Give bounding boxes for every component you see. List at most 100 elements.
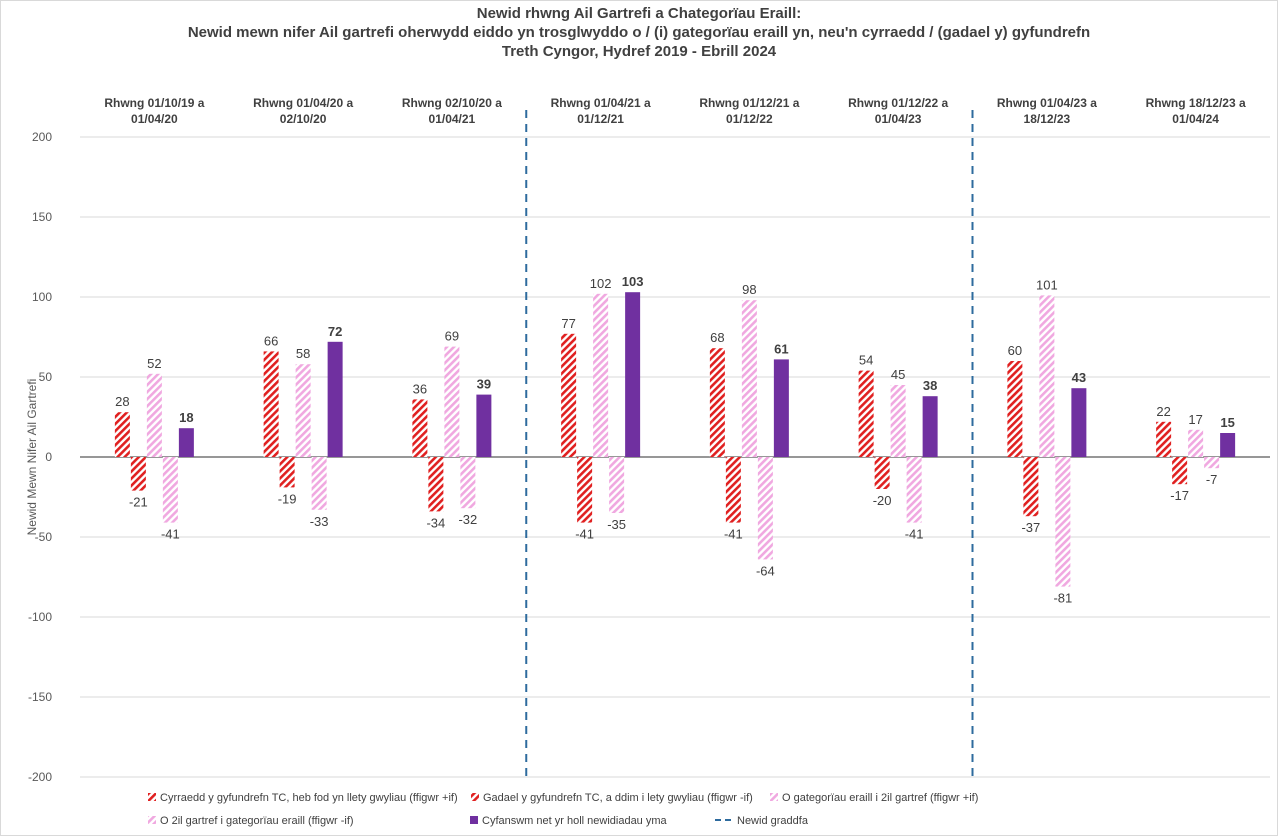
bar <box>858 370 874 457</box>
bar <box>906 457 922 523</box>
y-tick-label: 50 <box>39 370 53 384</box>
legend-swatch <box>770 793 778 801</box>
data-label: -7 <box>1206 472 1218 487</box>
data-label: 66 <box>264 333 278 348</box>
data-label: -33 <box>310 514 329 529</box>
bar <box>593 293 609 457</box>
bar <box>327 341 343 457</box>
data-label: 103 <box>622 274 644 289</box>
data-label: 28 <box>115 394 129 409</box>
bar <box>741 300 757 457</box>
bar <box>311 457 327 510</box>
period-label: 01/12/21 <box>577 112 624 126</box>
data-label: 58 <box>296 346 310 361</box>
bar <box>577 457 593 523</box>
period-labels: Rhwng 01/10/19 a 01/04/20 Rhwng 01/04/20 a… <box>104 96 1246 126</box>
data-label: 72 <box>328 324 342 339</box>
data-label: -41 <box>905 527 924 542</box>
legend-swatch <box>470 816 478 824</box>
bar <box>476 394 492 457</box>
period-label: 01/04/24 <box>1172 112 1219 126</box>
y-tick-label: 0 <box>45 450 52 464</box>
data-label: 98 <box>742 282 756 297</box>
chart-title-line-1: Newid rhwng Ail Gartrefi a Chategorïau E… <box>477 5 802 22</box>
legend-label: Cyrraedd y gyfundrefn TC, heb fod yn lle… <box>160 792 458 804</box>
chart-title-line-2: Newid mewn nifer Ail gartrefi oherwydd e… <box>188 24 1090 41</box>
data-label: 15 <box>1220 415 1234 430</box>
period-label: Rhwng 01/10/19 a <box>104 96 204 110</box>
data-label: -37 <box>1021 520 1040 535</box>
period-label: 02/10/20 <box>280 112 327 126</box>
data-label: 54 <box>859 353 873 368</box>
data-label: -64 <box>756 563 775 578</box>
period-label: 01/12/22 <box>726 112 773 126</box>
bar <box>1023 457 1039 517</box>
legend-label: O gategorïau eraill i 2il gartref (ffigw… <box>782 792 978 804</box>
data-label: 18 <box>179 410 193 425</box>
legend-label: Newid graddfa <box>737 815 809 827</box>
data-label: 101 <box>1036 277 1058 292</box>
bar <box>709 348 725 457</box>
data-label: 68 <box>710 330 724 345</box>
period-label: Rhwng 18/12/23 a <box>1146 96 1246 110</box>
period-label: 01/04/21 <box>429 112 476 126</box>
bar <box>561 333 577 457</box>
y-tick-label: -150 <box>28 690 52 704</box>
period-label: Rhwng 02/10/20 a <box>402 96 502 110</box>
bar <box>890 385 906 457</box>
period-label: 01/04/23 <box>875 112 922 126</box>
chart-title-line-3: Treth Cyngor, Hydref 2019 - Ebrill 2024 <box>502 43 777 60</box>
data-label: -81 <box>1053 591 1072 606</box>
bar <box>1007 361 1023 457</box>
y-axis-ticks: 200 150 100 50 0 -50 -100 -150 -200 <box>28 130 52 784</box>
legend-label: O 2il gartref i gategorïau eraill (ffigw… <box>160 815 354 827</box>
bar <box>1204 457 1220 469</box>
y-axis-label: Newid Mewn Nifer Ail Gartrefi <box>25 379 39 536</box>
bar <box>609 457 625 513</box>
legend-swatch <box>148 816 156 824</box>
bar <box>1071 388 1087 457</box>
legend-label: Gadael y gyfundrefn TC, a ddim i lety gw… <box>483 792 753 804</box>
legend-swatch <box>148 793 156 801</box>
bar <box>1172 457 1188 485</box>
bar <box>1156 421 1172 457</box>
bar <box>130 457 146 491</box>
bar <box>757 457 773 560</box>
y-tick-label: -200 <box>28 770 52 784</box>
data-label: 17 <box>1188 412 1202 427</box>
data-label: 22 <box>1156 404 1170 419</box>
bar <box>178 428 194 457</box>
data-label: -41 <box>161 527 180 542</box>
y-tick-label: 150 <box>32 210 52 224</box>
data-label: -20 <box>873 493 892 508</box>
bar <box>725 457 741 523</box>
data-label: -21 <box>129 495 148 510</box>
bar <box>263 351 279 457</box>
data-label: -41 <box>724 527 743 542</box>
bar <box>1039 295 1055 457</box>
bar <box>1055 457 1071 587</box>
data-label: -35 <box>607 517 626 532</box>
period-label: 01/04/20 <box>131 112 178 126</box>
period-label: Rhwng 01/12/22 a <box>848 96 948 110</box>
bar <box>444 346 460 457</box>
data-label: 36 <box>413 381 427 396</box>
bar <box>279 457 295 488</box>
data-label: -19 <box>278 491 297 506</box>
bar <box>114 412 130 457</box>
data-label: 60 <box>1008 343 1022 358</box>
y-tick-label: 200 <box>32 130 52 144</box>
bar <box>874 457 890 489</box>
bar <box>412 399 428 457</box>
bar <box>295 364 311 457</box>
data-label: 52 <box>147 356 161 371</box>
bar <box>625 292 641 457</box>
bar <box>1188 429 1204 457</box>
data-label: 45 <box>891 367 905 382</box>
data-label: -41 <box>575 527 594 542</box>
period-label: Rhwng 01/04/20 a <box>253 96 353 110</box>
bar <box>428 457 444 512</box>
data-label: 69 <box>445 329 459 344</box>
data-label: 77 <box>561 316 575 331</box>
